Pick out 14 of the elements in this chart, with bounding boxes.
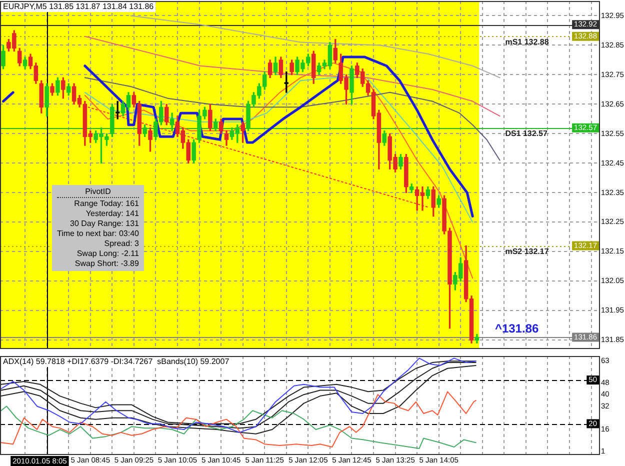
annotation: 30 Day Range: 131 <box>69 219 139 229</box>
annotation: DS1 132.57 <box>505 129 548 138</box>
annotation: Yesterday: 141 <box>84 209 139 219</box>
annotation: ^131.86 <box>494 322 539 336</box>
chart-title: ADX(14) 59.7818 +DI17.6379 -DI:34.7267 sBands(10) 59.2007 <box>3 357 230 366</box>
annotation: Time to next bar: 03:40 <box>57 229 139 239</box>
chart-title: EURJPY,M5 131.85 131.87 131.84 131.86 <box>3 2 154 12</box>
annotation: mS2 132.17 <box>505 246 550 256</box>
annotation: Range Today: 161 <box>73 199 139 209</box>
annotation: Spread: 3 <box>103 239 139 249</box>
annotation: Swap Short: -3.89 <box>74 259 139 269</box>
annotation: Swap Long: -2.11 <box>76 249 139 259</box>
annotation: PivotID <box>57 187 139 198</box>
annotation: mS1 132.88 <box>505 38 550 47</box>
